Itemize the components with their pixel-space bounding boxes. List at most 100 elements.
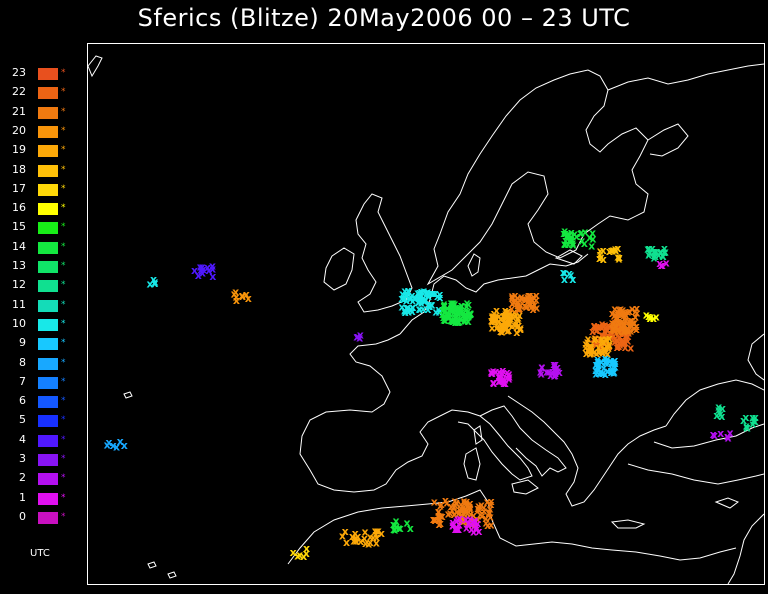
strike-marker: x [614, 242, 621, 255]
strike-marker: x [617, 302, 624, 315]
strike-marker: x [480, 501, 487, 514]
coastline-west-europe [299, 333, 533, 493]
coastline-italy [479, 405, 567, 477]
strike-marker: x [395, 521, 402, 534]
strike-marker: x [372, 524, 379, 537]
strike-marker: x [595, 356, 602, 369]
strike-marker: x [405, 285, 412, 298]
strike-marker: x [615, 303, 622, 316]
strike-marker: x [624, 330, 631, 343]
strike-marker: x [500, 375, 507, 388]
strike-marker: x [492, 311, 499, 324]
strike-marker: x [526, 293, 533, 306]
strike-marker: x [551, 363, 558, 376]
legend-hour-label: 2 [19, 471, 26, 485]
strike-marker: x [488, 518, 495, 531]
strike-marker: x [713, 409, 720, 422]
strike-marker: x [598, 320, 605, 333]
strike-marker: x [588, 340, 595, 353]
strike-marker: x [499, 320, 506, 333]
strike-marker: x [435, 518, 442, 531]
strike-marker: x [567, 268, 574, 281]
strike-marker: x [545, 366, 552, 379]
strike-marker: x [432, 287, 439, 300]
strike-marker: x [464, 499, 471, 512]
strike-marker: x [462, 304, 469, 317]
strike-marker: x [625, 325, 632, 338]
strike-marker: x [592, 333, 599, 346]
strike-marker: x [613, 310, 620, 323]
legend-hour-label: 4 [19, 432, 26, 446]
strike-marker: x [646, 246, 653, 259]
strike-marker: x [554, 361, 561, 374]
strike-marker: x [588, 347, 595, 360]
strike-marker: x [522, 292, 529, 305]
legend-color-swatch [38, 106, 58, 119]
strike-marker: x [455, 307, 462, 320]
strike-marker: x [426, 299, 433, 312]
strike-marker: x [431, 513, 438, 526]
strike-marker: x [501, 373, 508, 386]
strike-marker: x [499, 367, 506, 380]
strike-marker: x [612, 308, 619, 321]
strike-marker: x [564, 227, 571, 240]
strike-marker: x [489, 315, 496, 328]
strike-marker: x [562, 234, 569, 247]
strike-marker: x [463, 495, 470, 508]
strike-marker: x [428, 298, 435, 311]
strike-marker: x [744, 421, 751, 434]
strike-marker: x [407, 293, 414, 306]
legend-marker: * [61, 280, 66, 291]
strike-marker: x [456, 304, 463, 317]
strike-marker: x [620, 319, 627, 332]
strike-marker: x [602, 323, 609, 336]
strike-marker: x [601, 344, 608, 357]
strike-marker: x [492, 365, 499, 378]
strike-marker: x [717, 427, 724, 440]
strike-marker: x [357, 328, 364, 341]
legend-row-23: 23 * [0, 64, 86, 82]
legend-color-swatch [38, 396, 58, 409]
strike-marker: x [453, 497, 460, 510]
strike-marker: x [416, 302, 423, 315]
strike-marker: x [613, 333, 620, 346]
strike-marker: x [613, 323, 620, 336]
strike-marker: x [650, 312, 657, 325]
legend-marker: * [61, 415, 66, 426]
legend-hour-label: 19 [12, 143, 26, 157]
legend-hour-label: 11 [12, 297, 26, 311]
strike-marker: x [449, 315, 456, 328]
strike-marker: x [616, 251, 623, 264]
strike-marker: x [421, 294, 428, 307]
strike-marker: x [612, 360, 619, 373]
strike-marker: x [592, 358, 599, 371]
legend-hour-label: 17 [12, 181, 26, 195]
strike-marker: x [405, 306, 412, 319]
legend-color-swatch [38, 299, 58, 312]
strike-marker: x [658, 259, 665, 272]
strike-marker: x [504, 305, 511, 318]
legend-row-18: 18 * [0, 161, 86, 179]
strike-marker: x [613, 341, 620, 354]
strike-marker: x [581, 237, 588, 250]
strike-marker: x [612, 244, 619, 257]
strike-marker: x [740, 414, 747, 427]
strike-marker: x [514, 302, 521, 315]
legend-row-10: 10 * [0, 315, 86, 333]
strike-marker: x [609, 307, 616, 320]
strike-marker: x [496, 365, 503, 378]
strike-marker: x [589, 227, 596, 240]
strike-marker: x [378, 527, 385, 540]
strike-marker: x [416, 286, 423, 299]
strike-marker: x [437, 499, 444, 512]
strike-marker: x [595, 367, 602, 380]
coastline-ireland [323, 247, 355, 291]
strike-marker: x [656, 257, 663, 270]
strike-marker: x [441, 300, 448, 313]
strike-marker: x [465, 518, 472, 531]
strike-marker: x [645, 249, 652, 262]
strike-marker: x [715, 403, 722, 416]
strike-marker: x [453, 301, 460, 314]
strike-marker: x [601, 329, 608, 342]
